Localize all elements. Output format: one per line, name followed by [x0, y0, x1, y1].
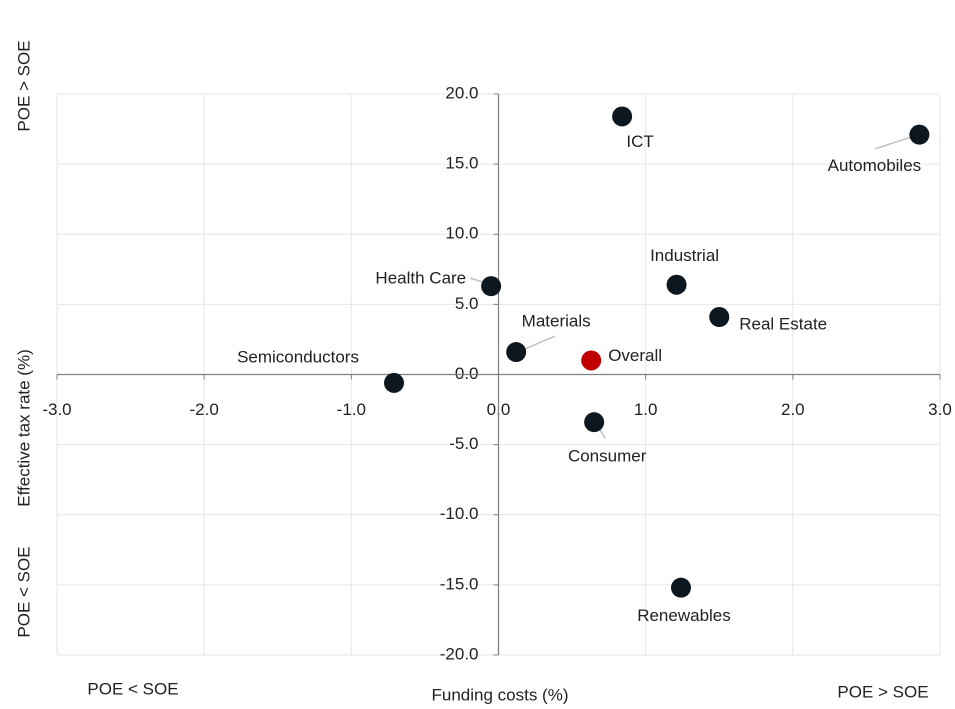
y-tick-label: -10.0	[440, 504, 479, 523]
x-tick-label: -1.0	[337, 400, 366, 419]
y-tick-label: 20.0	[445, 83, 478, 102]
y-tick-label: -15.0	[440, 574, 479, 593]
x-tick-label: 1.0	[634, 400, 658, 419]
point-label: Renewables	[637, 606, 731, 625]
x-tick-label: -2.0	[190, 400, 219, 419]
point	[581, 350, 602, 371]
point-label: Consumer	[568, 447, 647, 466]
point	[909, 124, 930, 145]
y-tick-label: -5.0	[449, 434, 478, 453]
x-low-note: POE < SOE	[87, 679, 178, 698]
point	[584, 412, 605, 433]
x-high-note: POE > SOE	[837, 682, 928, 701]
leader-line	[519, 335, 556, 352]
y-high-note: POE > SOE	[14, 40, 33, 131]
x-axis-title: Funding costs (%)	[432, 685, 569, 704]
point-label: Industrial	[650, 246, 719, 265]
point	[506, 342, 527, 363]
point-label: Materials	[522, 312, 591, 331]
point-label: Overall	[608, 346, 662, 365]
x-tick-label: -3.0	[42, 400, 71, 419]
y-tick-label: 5.0	[455, 294, 479, 313]
y-axis-title: Effective tax rate (%)	[14, 349, 33, 506]
x-tick-label: 3.0	[928, 400, 952, 419]
point	[666, 274, 687, 295]
y-tick-label: 10.0	[445, 224, 478, 243]
x-tick-label: 2.0	[781, 400, 805, 419]
y-low-note: POE < SOE	[14, 546, 33, 637]
point-label: Real Estate	[739, 314, 827, 333]
point	[612, 106, 633, 127]
y-tick-label: 15.0	[445, 154, 478, 173]
point	[709, 306, 730, 327]
point	[670, 577, 691, 598]
y-tick-label: -20.0	[440, 644, 479, 663]
y-tick-label: 0.0	[455, 364, 479, 383]
point-label: Health Care	[375, 269, 466, 288]
point-label: Semiconductors	[237, 347, 359, 366]
point	[384, 372, 405, 393]
point-label: ICT	[626, 132, 653, 151]
point-label: Automobiles	[828, 156, 922, 175]
leader-line	[875, 135, 913, 150]
point	[481, 276, 502, 297]
